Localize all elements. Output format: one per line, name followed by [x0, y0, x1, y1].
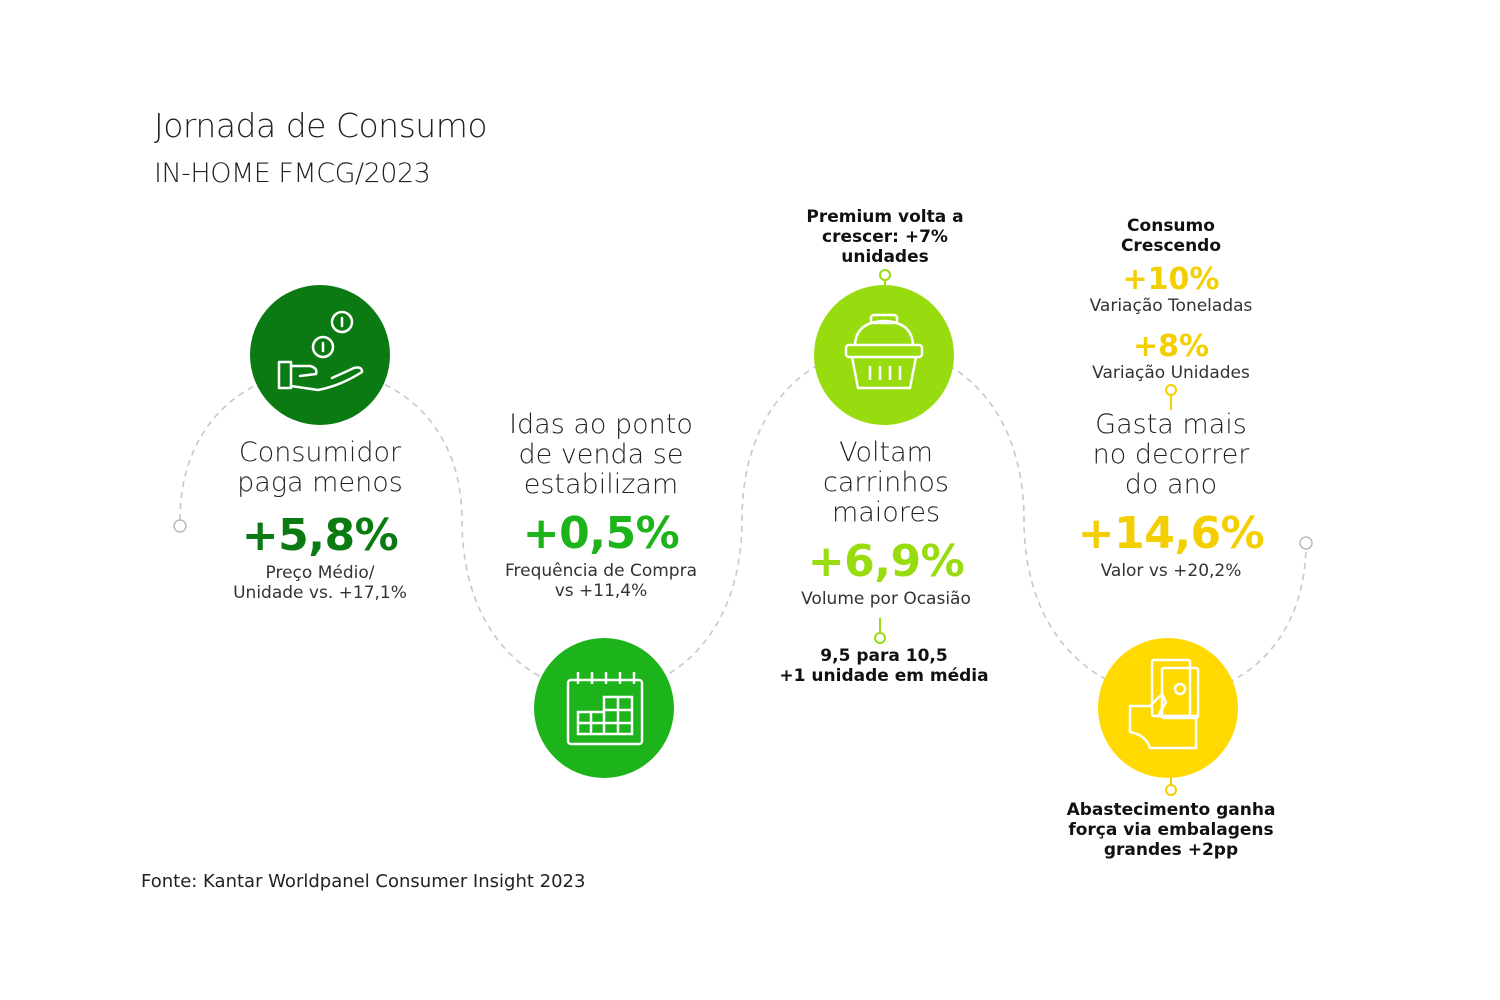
unidade-note: 9,5 para 10,5 +1 unidade em média	[779, 646, 988, 686]
step-detail: Preço Médio/ Unidade vs. +17,1%	[233, 563, 407, 603]
source-footer: Fonte: Kantar Worldpanel Consumer Insigh…	[141, 871, 586, 892]
metric-value: +10%	[1122, 262, 1220, 297]
units-pin	[1165, 384, 1177, 410]
hand-coins-icon	[250, 285, 390, 425]
heading-line: carrinhos	[823, 467, 949, 498]
detail-line: vs +11,4%	[554, 581, 648, 601]
step-detail: Frequência de Compra vs +11,4%	[505, 561, 697, 601]
step-detail: Valor vs +20,2%	[1100, 561, 1242, 581]
path-end-dot	[1299, 536, 1313, 550]
metric-label: Variação Unidades	[1092, 363, 1250, 383]
step-heading: Voltam carrinhos maiores	[801, 438, 971, 528]
metric-label: Variação Toneladas	[1089, 296, 1253, 316]
consumo-note: Consumo Crescendo	[1121, 216, 1221, 256]
heading-line: maiores	[831, 497, 941, 528]
step-gasta: Gasta mais no decorrer do ano +14,6% Val…	[1077, 410, 1265, 582]
step-idas: Idas ao ponto de venda se estabilizam +0…	[505, 410, 697, 602]
note-line: crescer: +7%	[822, 227, 948, 247]
premium-note: Premium volta a crescer: +7% unidades	[806, 207, 963, 267]
note-line: Premium volta a	[806, 207, 964, 227]
heading-line: Consumidor	[238, 437, 402, 468]
step-detail: Volume por Ocasião	[801, 589, 971, 609]
heading-line: estabilizam	[523, 469, 679, 500]
detail-line: Frequência de Compra	[505, 561, 697, 581]
step-value: +5,8%	[241, 510, 399, 561]
metric-value: +8%	[1132, 329, 1210, 364]
step-heading: Idas ao ponto de venda se estabilizam	[505, 410, 697, 500]
heading-line: no decorrer	[1092, 439, 1250, 470]
note-line: +1 unidade em média	[779, 666, 989, 686]
heading-line: Idas ao ponto	[509, 409, 693, 440]
note-line: Consumo	[1127, 216, 1215, 236]
step-value: +0,5%	[522, 508, 680, 559]
page-title: Jornada de Consumo	[154, 106, 488, 145]
step-consumidor: Consumidor paga menos +5,8% Preço Médio/…	[233, 438, 407, 604]
heading-line: paga menos	[237, 467, 403, 498]
heading-line: Voltam	[839, 437, 933, 468]
note-line: 9,5 para 10,5	[820, 646, 948, 666]
step-carrinhos: Voltam carrinhos maiores +6,9% Volume po…	[801, 438, 971, 610]
basket-icon	[814, 285, 954, 425]
step-value: +6,9%	[807, 536, 965, 587]
note-line: Crescendo	[1120, 236, 1222, 256]
detail-line: Preço Médio/	[265, 563, 375, 583]
volume-pin	[874, 618, 886, 644]
hand-money-icon	[1098, 638, 1238, 778]
note-line: força via embalagens	[1068, 820, 1274, 840]
path-start-dot	[173, 519, 187, 533]
note-line: unidades	[841, 247, 929, 267]
note-line: grandes +2pp	[1103, 840, 1239, 860]
detail-line: Unidade vs. +17,1%	[233, 583, 407, 603]
supply-pin	[1165, 775, 1177, 796]
heading-line: de venda se	[518, 439, 684, 470]
heading-line: do ano	[1124, 469, 1218, 500]
metric-unidades: +8% Variação Unidades	[1092, 329, 1250, 384]
page-subtitle: IN-HOME FMCG/2023	[154, 158, 431, 189]
calendar-icon	[534, 638, 674, 778]
step-heading: Gasta mais no decorrer do ano	[1078, 410, 1265, 500]
heading-line: Gasta mais	[1095, 409, 1247, 440]
dashed-journey-line	[179, 346, 1307, 697]
abastecimento-note: Abastecimento ganha força via embalagens…	[1067, 800, 1276, 860]
step-heading: Consumidor paga menos	[233, 438, 407, 498]
note-line: Abastecimento ganha	[1066, 800, 1276, 820]
step-value: +14,6%	[1077, 508, 1265, 559]
metric-toneladas: +10% Variação Toneladas	[1089, 262, 1253, 317]
